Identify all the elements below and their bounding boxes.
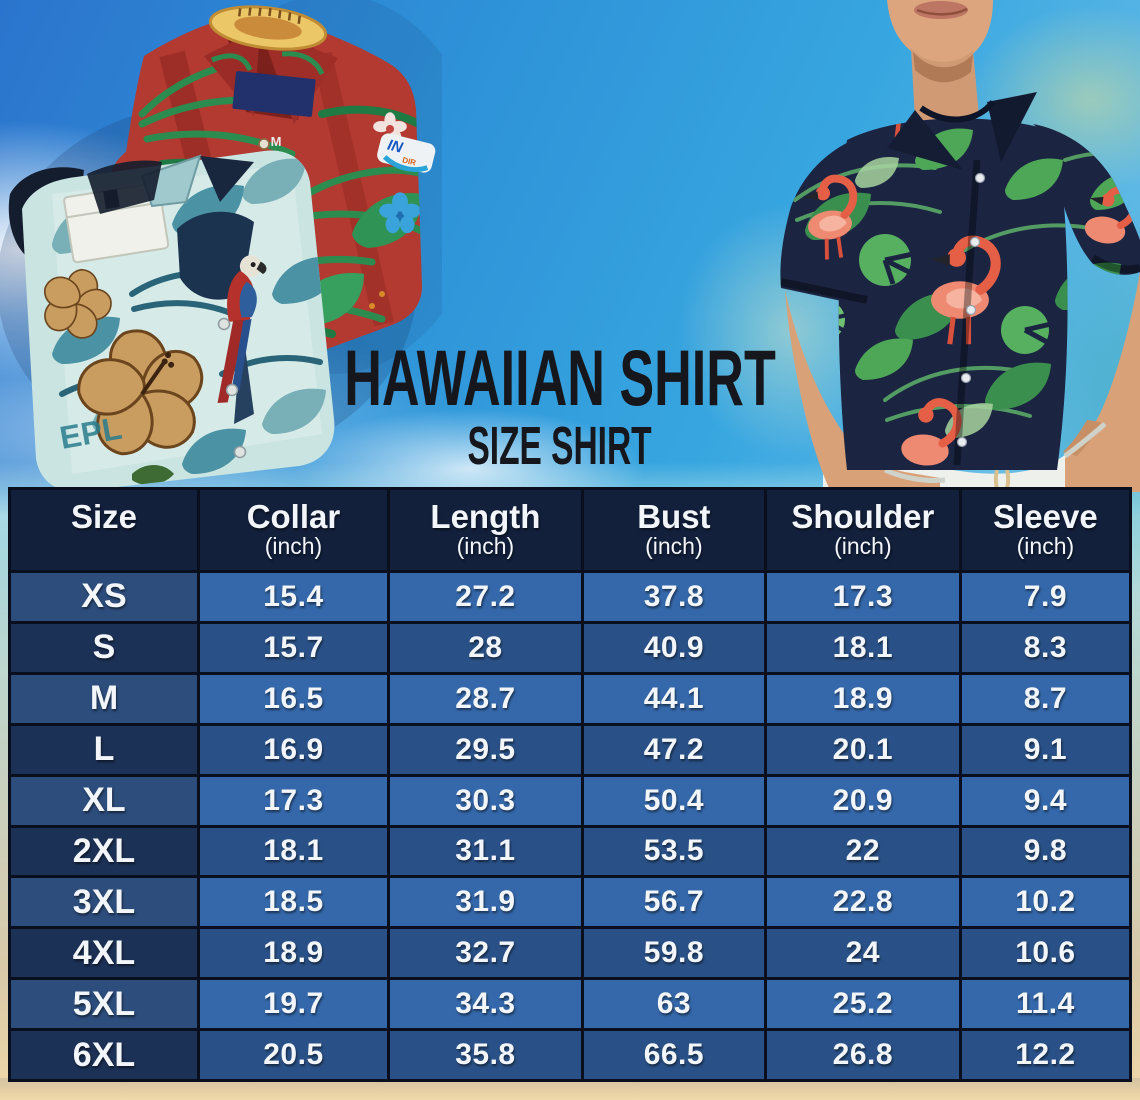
row-value: 24: [766, 929, 959, 978]
row-value: 11.4: [961, 980, 1129, 1029]
row-size-label: 2XL: [11, 827, 197, 876]
row-value: 56.7: [583, 878, 764, 927]
row-value: 27.2: [389, 573, 581, 621]
table-row: XL 17.3 30.3 50.4 20.9 9.4: [11, 776, 1129, 825]
shirt-collar: [887, 110, 963, 170]
row-value: 20.1: [766, 725, 959, 774]
row-value: 40.9: [583, 623, 764, 672]
header-cell-bust: Bust (inch): [583, 490, 764, 570]
red-shirt-sleeve-logo: IN DIR: [377, 133, 436, 173]
row-value: 31.9: [389, 878, 581, 927]
table-row: 4XL 18.9 32.7 59.8 24 10.6: [11, 929, 1129, 978]
row-value: 7.9: [961, 573, 1129, 621]
row-value: 18.1: [766, 623, 959, 672]
row-value: 9.4: [961, 776, 1129, 825]
header-cell-size: Size: [11, 490, 197, 570]
header-cell-shoulder: Shoulder (inch): [766, 490, 959, 570]
row-value: 22.8: [766, 878, 959, 927]
row-value: 37.8: [583, 573, 764, 621]
row-value: 8.3: [961, 623, 1129, 672]
header-cell-length: Length (inch): [389, 490, 581, 570]
row-value: 22: [766, 827, 959, 876]
flamingo-print: [803, 118, 1139, 466]
row-value: 63: [583, 980, 764, 1029]
row-value: 18.1: [199, 827, 387, 876]
row-value: 16.5: [199, 674, 387, 723]
row-value: 29.5: [389, 725, 581, 774]
row-value: 12.2: [961, 1031, 1129, 1080]
row-value: 31.1: [389, 827, 581, 876]
table-row: 2XL 18.1 31.1 53.5 22 9.8: [11, 827, 1129, 876]
row-value: 20.9: [766, 776, 959, 825]
man-model-photo: [780, 0, 1140, 492]
row-size-label: 3XL: [11, 878, 197, 927]
row-value: 18.9: [766, 674, 959, 723]
row-value: 53.5: [583, 827, 764, 876]
row-value: 59.8: [583, 929, 764, 978]
row-size-label: L: [11, 725, 197, 774]
row-value: 10.2: [961, 878, 1129, 927]
page-title: HAWAIIAN SHIRT SIZE SHIRT: [233, 338, 887, 473]
red-shirt-label: [232, 71, 316, 117]
row-value: 18.9: [199, 929, 387, 978]
row-size-label: XS: [11, 573, 197, 621]
row-size-label: 6XL: [11, 1031, 197, 1080]
row-value: 16.9: [199, 725, 387, 774]
row-value: 8.7: [961, 674, 1129, 723]
row-value: 15.7: [199, 623, 387, 672]
row-value: 9.8: [961, 827, 1129, 876]
table-row: XS 15.4 27.2 37.8 17.3 7.9: [11, 573, 1129, 621]
table-row: 3XL 18.5 31.9 56.7 22.8 10.2: [11, 878, 1129, 927]
row-value: 9.1: [961, 725, 1129, 774]
red-shirt-size-tag: M: [271, 134, 282, 149]
tan-hibiscus-print: [77, 329, 204, 456]
table-row: 5XL 19.7 34.3 63 25.2 11.4: [11, 980, 1129, 1029]
row-size-label: S: [11, 623, 197, 672]
row-size-label: M: [11, 674, 197, 723]
row-value: 50.4: [583, 776, 764, 825]
row-value: 30.3: [389, 776, 581, 825]
table-row: S 15.7 28 40.9 18.1 8.3: [11, 623, 1129, 672]
row-value: 26.8: [766, 1031, 959, 1080]
table-row: M 16.5 28.7 44.1 18.9 8.7: [11, 674, 1129, 723]
man-face: [887, 0, 993, 63]
row-value: 18.5: [199, 878, 387, 927]
header-cell-collar: Collar (inch): [199, 490, 387, 570]
row-value: 28: [389, 623, 581, 672]
row-value: 66.5: [583, 1031, 764, 1080]
table-header-row: Size Collar (inch) Length (inch) Bust (i…: [11, 490, 1129, 570]
row-value: 32.7: [389, 929, 581, 978]
row-value: 25.2: [766, 980, 959, 1029]
svg-text:IN: IN: [386, 137, 406, 157]
table-row: 6XL 20.5 35.8 66.5 26.8 12.2: [11, 1031, 1129, 1080]
table-row: L 16.9 29.5 47.2 20.1 9.1: [11, 725, 1129, 774]
title-sub: SIZE SHIRT: [467, 416, 653, 476]
row-value: 17.3: [766, 573, 959, 621]
row-value: 20.5: [199, 1031, 387, 1080]
row-value: 15.4: [199, 573, 387, 621]
red-shirt-neck-logo: [208, 5, 328, 51]
row-size-label: 5XL: [11, 980, 197, 1029]
row-value: 47.2: [583, 725, 764, 774]
row-value: 10.6: [961, 929, 1129, 978]
title-main: HAWAIIAN SHIRT: [344, 333, 776, 422]
svg-text:DIR: DIR: [401, 155, 417, 167]
man-flamingo-shirt: [780, 92, 1140, 470]
size-chart-table: Size Collar (inch) Length (inch) Bust (i…: [8, 487, 1132, 1082]
row-value: 17.3: [199, 776, 387, 825]
row-value: 28.7: [389, 674, 581, 723]
row-size-label: XL: [11, 776, 197, 825]
header-cell-sleeve: Sleeve (inch): [961, 490, 1129, 570]
parrot-print: [217, 255, 267, 403]
row-value: 35.8: [389, 1031, 581, 1080]
row-size-label: 4XL: [11, 929, 197, 978]
folded-shirts-photo: M IN DIR: [0, 0, 442, 492]
row-value: 19.7: [199, 980, 387, 1029]
beach-sand-strip: [0, 1078, 1140, 1100]
row-value: 34.3: [389, 980, 581, 1029]
shirt-buttons: [956, 172, 986, 448]
row-value: 44.1: [583, 674, 764, 723]
